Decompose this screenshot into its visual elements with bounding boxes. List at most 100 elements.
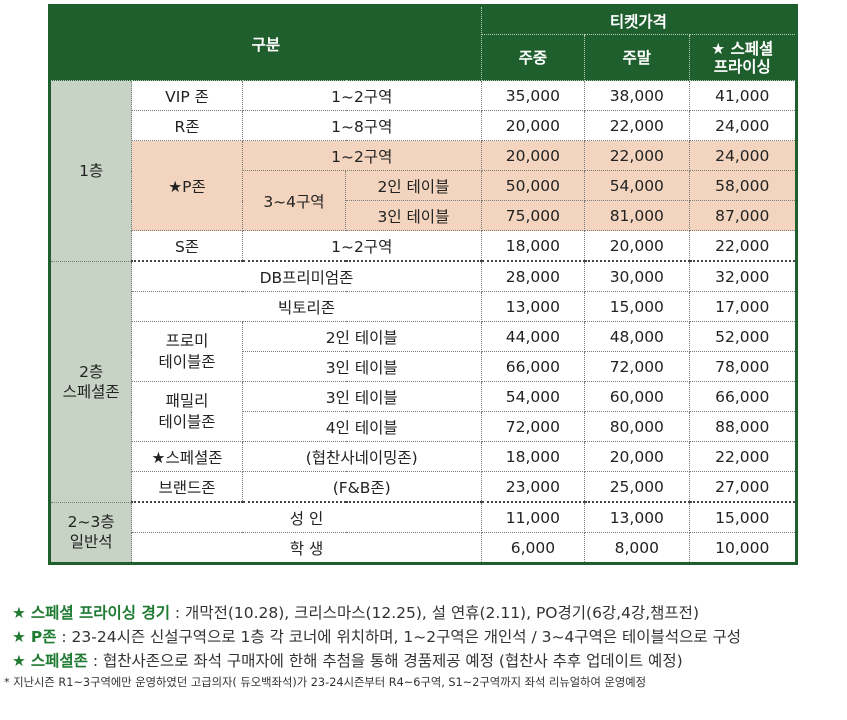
zone-db-premium: DB프리미엄존	[131, 260, 482, 292]
zone-brand-note: (F&B존)	[241, 471, 482, 503]
note-key: 스페셜존	[30, 652, 88, 670]
note-text: : 협찬사존으로 좌석 구매자에 한해 추첨을 통해 경품제공 예정 (협찬사 …	[87, 652, 683, 670]
price-weekend: 8,000	[584, 532, 690, 564]
price-weekday: 11,000	[480, 501, 586, 533]
price-special: 88,000	[688, 411, 798, 442]
table-row: 2층 스페셜존 DB프리미엄존 28,000 30,000 32,000	[48, 260, 798, 503]
table-row: 3인 테이블 66,000 72,000 78,000	[50, 351, 798, 382]
price-special: 24,000	[688, 140, 798, 171]
header-weekday: 주중	[480, 34, 586, 81]
table-type: 3인 테이블	[241, 381, 482, 412]
zone-family-line1: 패밀리	[165, 391, 209, 410]
zone-promi-line1: 프로미	[165, 331, 209, 350]
table-type: 2인 테이블	[241, 321, 482, 352]
note-special-zone: ★ 스페셜존 : 협찬사존으로 좌석 구매자에 한해 추첨을 통해 경품제공 예…	[12, 652, 847, 670]
price-weekend: 48,000	[584, 321, 690, 352]
price-special: 27,000	[688, 471, 798, 503]
price-weekend: 81,000	[584, 200, 690, 231]
table-type: 3인 테이블	[345, 200, 482, 231]
price-weekend: 13,000	[584, 501, 690, 533]
zone-r: R존	[131, 110, 243, 141]
price-weekend: 22,000	[584, 110, 690, 141]
price-weekday: 66,000	[480, 351, 586, 382]
price-weekend: 25,000	[584, 471, 690, 503]
price-special: 10,000	[688, 532, 798, 564]
price-special: 41,000	[688, 80, 798, 111]
price-weekday: 6,000	[480, 532, 586, 564]
note-special-pricing: ★ 스페셜 프라이싱 경기 : 개막전(10.28), 크리스마스(12.25)…	[12, 604, 847, 622]
table-type: 2인 테이블	[345, 170, 482, 201]
note-p-zone: ★ P존 : 23-24시즌 신설구역으로 1층 각 코너에 위치하며, 1~2…	[12, 628, 847, 646]
note-key: P존	[30, 628, 57, 646]
zone-special: ★스페셜존	[131, 441, 243, 472]
table-row: S존 1~2구역 18,000 20,000 22,000	[50, 230, 798, 262]
price-special: 22,000	[688, 230, 798, 262]
note-key: 스페셜 프라이싱 경기	[30, 604, 170, 622]
price-weekday: 18,000	[480, 230, 586, 262]
table-row: 1층 VIP 존 1~2구역 35,000 38,000 41,000	[48, 80, 798, 262]
header-category: 구분	[49, 5, 482, 81]
price-weekend: 30,000	[584, 260, 690, 292]
price-weekday: 44,000	[480, 321, 586, 352]
notes-section: ★ 스페셜 프라이싱 경기 : 개막전(10.28), 크리스마스(12.25)…	[4, 604, 847, 696]
zone-promi-line2: 테이블존	[158, 352, 216, 371]
note-text: : 개막전(10.28), 크리스마스(12.25), 설 연휴(2.11), …	[169, 604, 699, 622]
table-row: 학 생 6,000 8,000 10,000	[50, 532, 798, 564]
price-weekday: 20,000	[480, 110, 586, 141]
zone-p: ★P존	[131, 140, 243, 231]
table-row: ★스페셜존 (협찬사네이밍존) 18,000 20,000 22,000	[50, 441, 798, 472]
zone-family-line2: 테이블존	[158, 412, 216, 431]
star-icon: ★	[12, 604, 26, 622]
note-text: : 23-24시즌 신설구역으로 1층 각 코너에 위치하며, 1~2구역은 개…	[56, 628, 742, 646]
price-special: 78,000	[688, 351, 798, 382]
section-s: 1~2구역	[241, 230, 482, 262]
header-special-line1: ★ 스페셜	[711, 39, 774, 58]
section-vip: 1~2구역	[241, 80, 482, 111]
price-weekday: 54,000	[480, 381, 586, 412]
header-subrow: 주중 주말 ★ 스페셜 프라이싱	[50, 34, 798, 81]
floor-2-line1: 2층	[79, 362, 104, 381]
price-weekend: 60,000	[584, 381, 690, 412]
zone-special-note: (협찬사네이밍존)	[241, 441, 482, 472]
price-special: 22,000	[688, 441, 798, 472]
price-weekend: 20,000	[584, 230, 690, 262]
price-weekend: 15,000	[584, 291, 690, 322]
price-weekday: 18,000	[480, 441, 586, 472]
table-type: 4인 테이블	[241, 411, 482, 442]
zone-s: S존	[131, 230, 243, 262]
price-special: 17,000	[688, 291, 798, 322]
header-special-pricing: ★ 스페셜 프라이싱	[688, 34, 798, 81]
price-weekday: 28,000	[480, 260, 586, 292]
price-special: 32,000	[688, 260, 798, 292]
price-weekday: 13,000	[480, 291, 586, 322]
price-weekend: 22,000	[584, 140, 690, 171]
section-r: 1~8구역	[241, 110, 482, 141]
floor-2-3-label: 2~3층 일반석	[48, 501, 133, 564]
price-special: 58,000	[688, 170, 798, 201]
price-weekend: 80,000	[584, 411, 690, 442]
price-weekday: 20,000	[480, 140, 586, 171]
section-p-1-2: 1~2구역	[241, 140, 482, 171]
table-row: ★P존 1~2구역 20,000 22,000 24,000	[50, 140, 798, 231]
price-weekend: 72,000	[584, 351, 690, 382]
table-row: 4인 테이블 72,000 80,000 88,000	[50, 411, 798, 442]
table-row: 2~3층 일반석 성 인 11,000 13,000 15,000	[48, 501, 798, 564]
price-weekday: 75,000	[480, 200, 586, 231]
header-row: 구분 티켓가격	[49, 5, 798, 81]
floor-1-label: 1층	[48, 80, 133, 262]
price-special: 52,000	[688, 321, 798, 352]
price-weekday: 50,000	[480, 170, 586, 201]
ticket-price-table: 구분 티켓가격 주중 주말 ★ 스페셜 프라이싱 1층 VIP 존 1~2구역 3…	[48, 4, 798, 565]
section-p-3-4: 3~4구역	[241, 170, 347, 231]
table-row: 3인 테이블 75,000 81,000 87,000	[50, 200, 798, 231]
header-ticket-price: 티켓가격	[480, 5, 798, 35]
table-row: 3~4구역 2인 테이블 50,000 54,000 58,000	[50, 170, 798, 231]
table-row: R존 1~8구역 20,000 22,000 24,000	[50, 110, 798, 141]
zone-victory: 빅토리존	[131, 291, 482, 322]
price-weekend: 54,000	[584, 170, 690, 201]
floor-2-label: 2층 스페셜존	[48, 260, 133, 503]
zone-vip: VIP 존	[131, 80, 243, 111]
